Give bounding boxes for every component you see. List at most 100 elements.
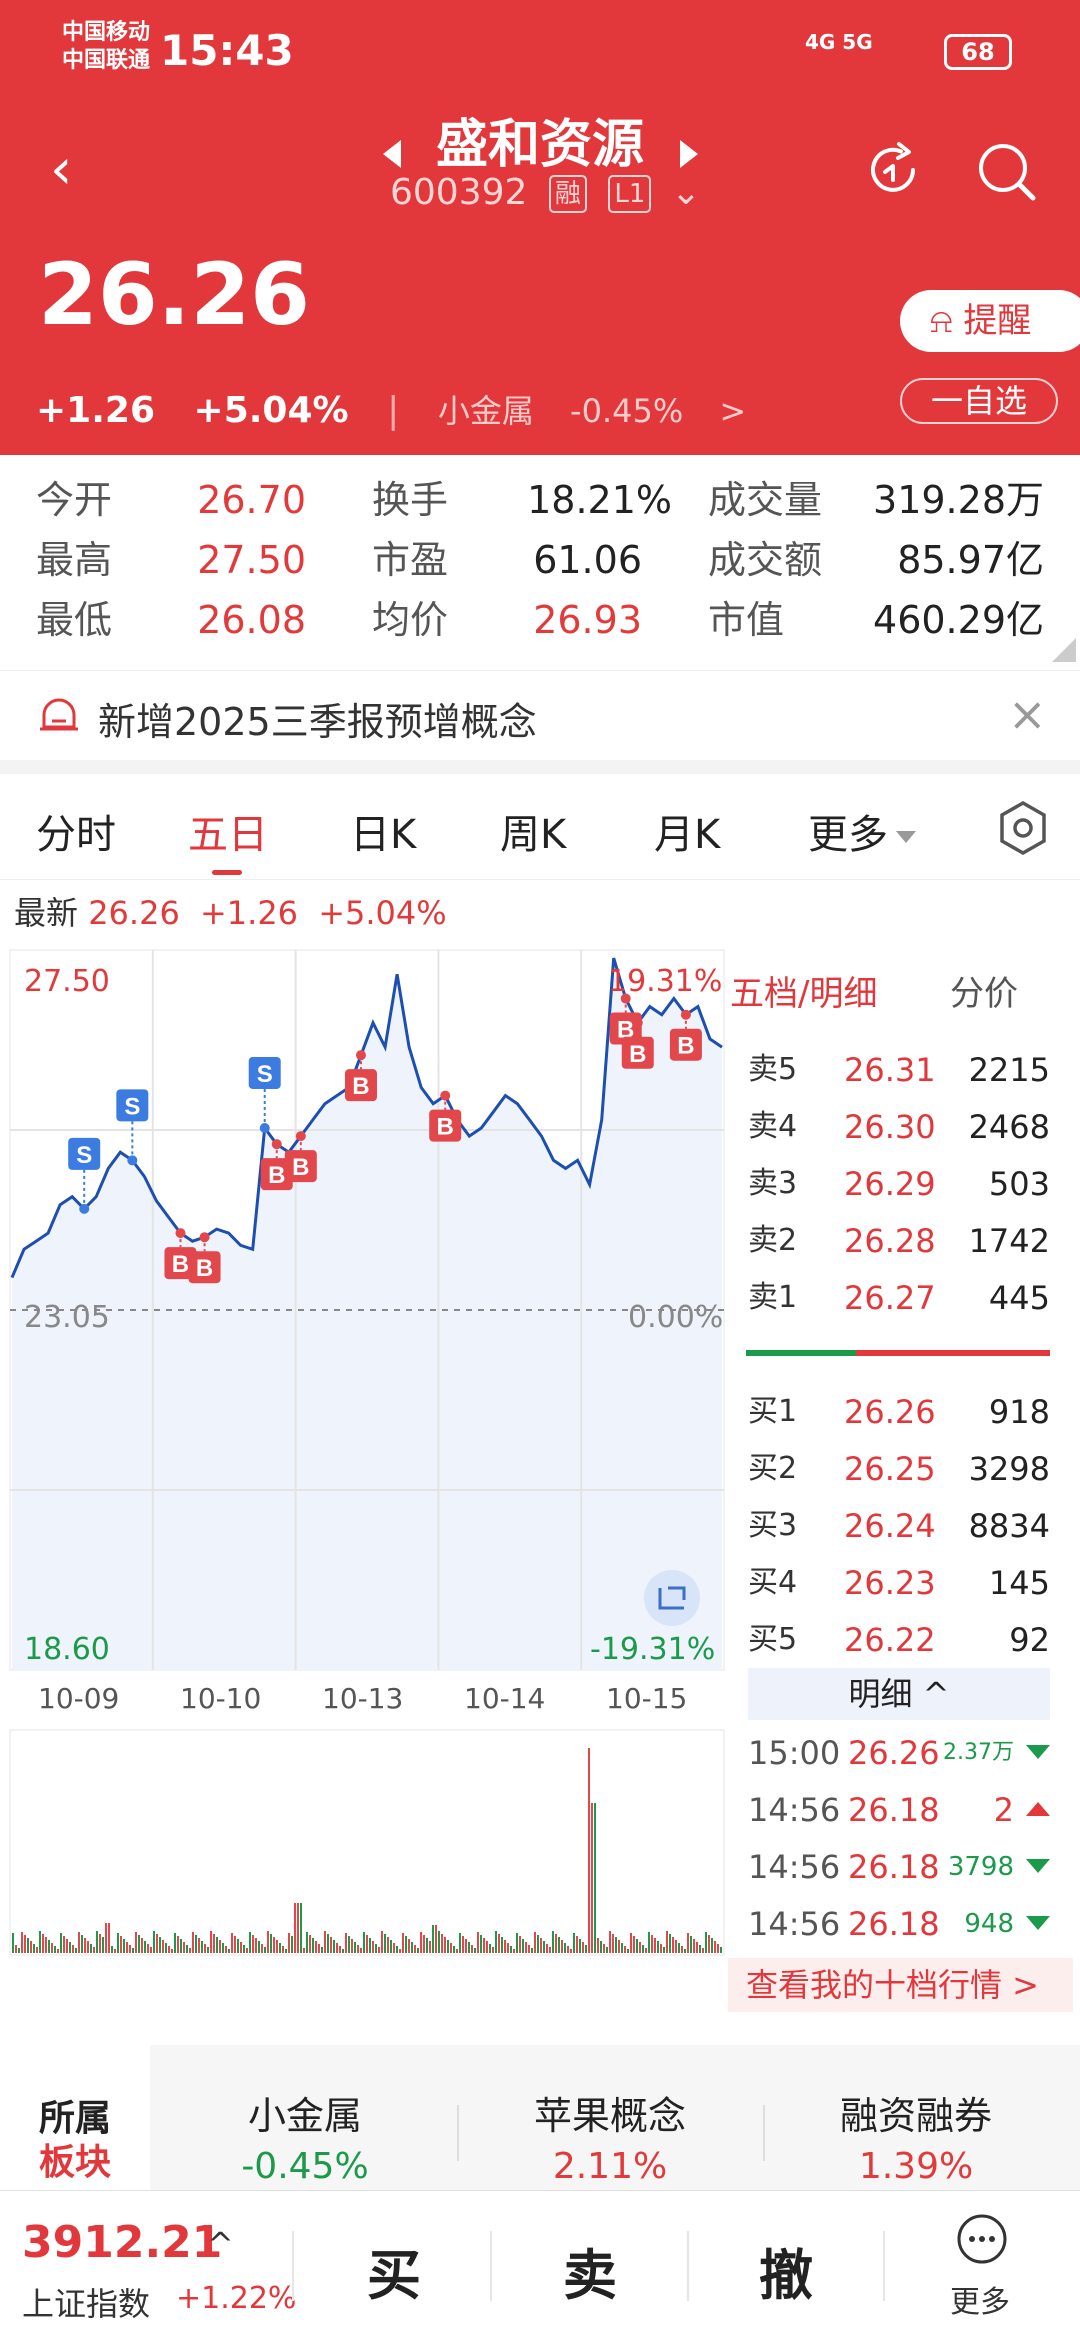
details-toggle[interactable]: 明细 ^ bbox=[748, 1668, 1050, 1720]
volume-bar bbox=[456, 1949, 458, 1953]
volume-bar bbox=[357, 1945, 359, 1953]
price-min-label: 18.60 bbox=[24, 1632, 110, 1667]
volume-bar bbox=[351, 1939, 353, 1953]
volume-bar bbox=[348, 1936, 350, 1953]
volume-bar bbox=[522, 1939, 524, 1953]
carrier-1: 中国移动 bbox=[62, 20, 151, 45]
volume-bar bbox=[486, 1941, 488, 1953]
sector-link[interactable]: 小金属 -0.45% > bbox=[438, 392, 772, 430]
volume-bar bbox=[234, 1936, 236, 1953]
tab-more[interactable]: 更多 bbox=[808, 802, 916, 860]
bid-row: 买2 26.25 3298 bbox=[748, 1441, 1050, 1497]
volume-bar bbox=[624, 1946, 626, 1953]
sector-item[interactable]: 融资融券 1.39% bbox=[766, 2085, 1066, 2187]
volume-bar bbox=[183, 1942, 185, 1953]
volume-bar bbox=[306, 1932, 308, 1953]
level-tag: L1 bbox=[608, 175, 652, 213]
volume-bar bbox=[333, 1940, 335, 1953]
marker-dot bbox=[259, 1122, 270, 1133]
volume-bar bbox=[150, 1947, 152, 1953]
tab-weekly-k[interactable]: 周K bbox=[500, 812, 567, 858]
marker-dot bbox=[271, 1139, 282, 1150]
add-watchlist-button[interactable]: 一自选 bbox=[900, 378, 1058, 424]
volume-bar bbox=[366, 1935, 368, 1953]
remind-button[interactable]: ⍾ 提醒 bbox=[900, 290, 1080, 352]
sell-marker-label: S bbox=[76, 1142, 92, 1169]
expand-corner-icon[interactable] bbox=[1052, 638, 1076, 662]
sector-item[interactable]: 苹果概念 2.11% bbox=[460, 2085, 760, 2187]
tab-more-label: 更多 bbox=[808, 812, 888, 858]
volume-bar bbox=[645, 1948, 647, 1953]
volume-bar bbox=[687, 1933, 689, 1953]
prev-stock-arrow-icon[interactable] bbox=[383, 140, 401, 168]
refresh-icon[interactable] bbox=[863, 140, 923, 200]
marker-dot bbox=[79, 1203, 90, 1214]
tab-daily-k[interactable]: 日K bbox=[350, 812, 417, 858]
volume-bar bbox=[375, 1944, 377, 1953]
volume-bar bbox=[708, 1935, 710, 1953]
tab-price-distribution[interactable]: 分价 bbox=[950, 974, 1018, 1014]
volume-bar bbox=[714, 1941, 716, 1953]
tab-intraday[interactable]: 分时 bbox=[36, 812, 116, 858]
base-price-label: 23.05 bbox=[24, 1300, 110, 1335]
volume-bar bbox=[480, 1935, 482, 1953]
fullscreen-icon[interactable] bbox=[644, 1570, 700, 1626]
notice-bar[interactable]: 新增2025三季报预增概念 × bbox=[0, 670, 1080, 760]
volume-bar bbox=[594, 1803, 596, 1953]
tab-monthly-k[interactable]: 月K bbox=[654, 812, 721, 858]
volume-bar bbox=[180, 1939, 182, 1953]
volume-bar bbox=[339, 1946, 341, 1953]
ten-level-quotes-link[interactable]: 查看我的十档行情 > bbox=[728, 1958, 1073, 2012]
marker-dot bbox=[127, 1155, 138, 1166]
buy-button[interactable]: 买 bbox=[367, 2244, 421, 2307]
volume-bar bbox=[564, 1943, 566, 1953]
volume-bar bbox=[291, 1936, 293, 1953]
trade-volume: 948 bbox=[964, 1909, 1014, 1939]
stock-name: 盛和资源 bbox=[435, 115, 644, 175]
volume-bar bbox=[372, 1941, 374, 1953]
volume-bar bbox=[582, 1942, 584, 1953]
search-icon[interactable] bbox=[975, 140, 1039, 204]
volume-bar bbox=[156, 1934, 158, 1953]
volume-bar bbox=[327, 1934, 329, 1953]
volume-bar bbox=[144, 1941, 146, 1953]
index-value: 3912.21 bbox=[22, 2217, 223, 2268]
volume-bar bbox=[51, 1943, 53, 1953]
sell-button[interactable]: 卖 bbox=[563, 2244, 617, 2307]
divider bbox=[763, 2105, 765, 2161]
volume-bar bbox=[633, 1936, 635, 1953]
tab-five-day[interactable]: 五日 bbox=[188, 812, 268, 858]
bid-price: 26.24 bbox=[844, 1507, 936, 1545]
back-button[interactable]: ‹ bbox=[50, 137, 73, 202]
volume-bar bbox=[81, 1935, 83, 1953]
more-icon[interactable] bbox=[956, 2213, 1008, 2265]
cancel-order-button[interactable]: 撤 bbox=[759, 2244, 813, 2307]
next-stock-arrow-icon[interactable] bbox=[680, 140, 698, 168]
sector-name: 融资融券 bbox=[839, 2094, 992, 2138]
more-label[interactable]: 更多 bbox=[950, 2285, 1010, 2320]
stock-code-row[interactable]: 600392 融 L1 ⌄ bbox=[390, 172, 701, 222]
volume-bar bbox=[177, 1936, 179, 1953]
settings-icon[interactable] bbox=[998, 800, 1048, 856]
ask-level: 卖5 bbox=[748, 1052, 798, 1087]
buy-marker-label: B bbox=[268, 1162, 285, 1189]
volume-bar bbox=[195, 1935, 197, 1953]
volume-bar bbox=[510, 1946, 512, 1953]
close-icon[interactable]: × bbox=[1008, 687, 1047, 741]
volume-bar bbox=[318, 1944, 320, 1953]
volume-bar bbox=[165, 1943, 167, 1953]
tab-order-book[interactable]: 五档/明细 bbox=[730, 974, 878, 1014]
volume-bar bbox=[570, 1949, 572, 1953]
quote-grid[interactable]: 今开 26.70 换手 18.21% 成交量 319.28万 最高 27.50 … bbox=[0, 470, 1080, 665]
volume-bar bbox=[474, 1948, 476, 1953]
mktcap-value: 460.29亿 bbox=[873, 598, 1044, 642]
latest-label: 最新 bbox=[14, 894, 79, 932]
volume-bar bbox=[537, 1935, 539, 1953]
mktcap-label: 市值 bbox=[708, 598, 785, 642]
volume-bar bbox=[444, 1937, 446, 1953]
volume-bar bbox=[684, 1949, 686, 1953]
bottom-action-bar: 3912.21 ^ 上证指数 +1.22% 买 卖 撤 更多 bbox=[0, 2190, 1080, 2340]
sector-item[interactable]: 小金属 -0.45% bbox=[155, 2085, 455, 2187]
sector-name: 苹果概念 bbox=[533, 2094, 686, 2138]
